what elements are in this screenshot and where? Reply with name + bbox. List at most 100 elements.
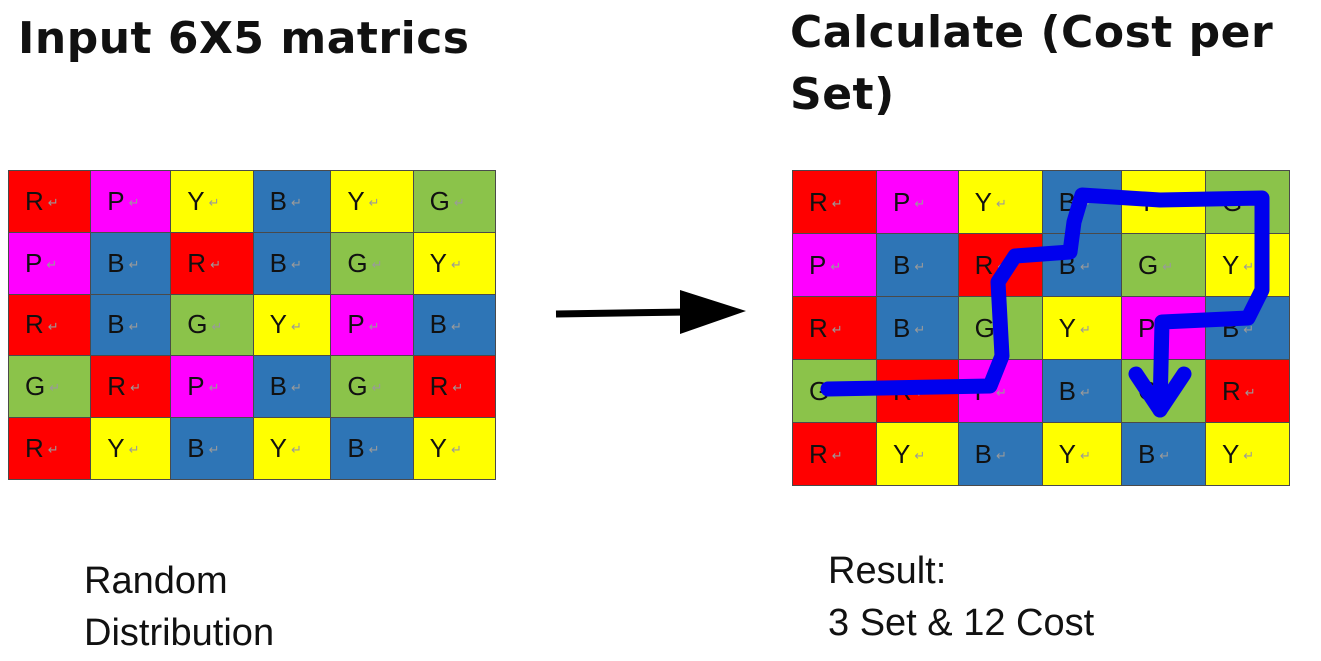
cell-color-letter: R	[187, 247, 207, 278]
cell-color-letter: B	[974, 438, 992, 469]
return-mark-icon: ↵	[452, 380, 464, 396]
cell-color-letter: Y	[429, 247, 447, 278]
return-mark-icon: ↵	[1079, 384, 1091, 400]
cell-color-letter: R	[809, 312, 828, 343]
return-mark-icon: ↵	[47, 318, 59, 334]
input-caption-line-2: Distribution	[84, 612, 275, 654]
cell-color-letter: Y	[974, 186, 992, 217]
matrix-cell: B ↵	[90, 231, 172, 295]
return-mark-icon: ↵	[49, 380, 61, 396]
matrix-cell: B ↵	[90, 293, 172, 357]
return-mark-icon: ↵	[1079, 321, 1091, 337]
return-mark-icon: ↵	[290, 380, 302, 396]
matrix-cell: R ↵	[792, 170, 877, 234]
matrix-cell: G ↵	[330, 231, 414, 295]
matrix-cell: P ↵	[330, 293, 414, 357]
cell-color-letter: Y	[269, 433, 287, 464]
return-mark-icon: ↵	[831, 321, 843, 337]
cell-color-letter: G	[347, 247, 368, 278]
matrix-cell: Y ↵	[252, 417, 332, 480]
matrix-cell: G ↵	[7, 355, 92, 419]
return-mark-icon: ↵	[290, 195, 302, 211]
transform-arrow	[555, 290, 746, 334]
result-caption: Result: 3 Set & 12 Cost	[828, 545, 1248, 649]
input-matrix-grid: R ↵ P ↵ Y ↵ B ↵ Y ↵ G ↵ P ↵ B ↵ R ↵ B ↵ G ↵ Y ↵ R ↵ B ↵ G ↵ Y ↵ P ↵ B ↵ G ↵ R ↵…	[7, 170, 497, 480]
cell-color-letter: B	[892, 249, 911, 280]
matrix-cell: Y ↵	[1204, 233, 1291, 297]
cell-color-letter: G	[347, 371, 368, 402]
cell-color-letter: B	[269, 371, 287, 402]
return-mark-icon: ↵	[368, 195, 380, 211]
matrix-cell: B ↵	[875, 233, 959, 297]
cell-color-letter: B	[429, 309, 447, 340]
cell-color-letter: Y	[1221, 438, 1240, 469]
return-mark-icon: ↵	[831, 447, 843, 463]
matrix-row: R ↵ P ↵ Y ↵ B ↵ Y ↵ G ↵	[7, 170, 497, 233]
cell-color-letter: B	[1058, 375, 1076, 406]
matrix-cell: P ↵	[792, 233, 877, 297]
cell-color-letter: P	[892, 186, 911, 217]
arrow-head	[680, 290, 746, 334]
return-mark-icon: ↵	[830, 258, 842, 274]
matrix-cell: B ↵	[412, 293, 497, 357]
return-mark-icon: ↵	[210, 256, 221, 272]
matrix-cell: B ↵	[330, 417, 414, 480]
cell-color-letter: Y	[1058, 312, 1076, 343]
cell-color-letter: R	[974, 249, 994, 280]
return-mark-icon: ↵	[290, 256, 302, 272]
cell-color-letter: Y	[1058, 438, 1076, 469]
return-mark-icon: ↵	[208, 442, 220, 458]
cell-color-letter: B	[107, 247, 125, 278]
return-mark-icon: ↵	[46, 256, 58, 272]
matrix-cell: B ↵	[1041, 359, 1122, 423]
return-mark-icon: ↵	[368, 442, 380, 458]
matrix-cell: G ↵	[412, 170, 497, 233]
cell-color-letter: G	[187, 309, 208, 340]
matrix-cell: R ↵	[7, 417, 92, 480]
cell-color-letter: B	[892, 312, 911, 343]
cell-color-letter: P	[809, 249, 827, 280]
matrix-cell: B ↵	[170, 417, 254, 480]
matrix-cell: Y ↵	[330, 170, 414, 233]
matrix-cell: R ↵	[1204, 359, 1291, 423]
blue-path-arrowhead	[1128, 366, 1192, 418]
matrix-cell: B ↵	[957, 422, 1043, 486]
return-mark-icon: ↵	[371, 380, 383, 396]
matrix-cell: Y ↵	[412, 231, 497, 295]
return-mark-icon: ↵	[831, 195, 843, 211]
return-mark-icon: ↵	[1243, 321, 1255, 337]
return-mark-icon: ↵	[914, 195, 926, 211]
return-mark-icon: ↵	[914, 321, 926, 337]
return-mark-icon: ↵	[128, 442, 140, 458]
return-mark-icon: ↵	[208, 195, 220, 211]
cell-color-letter: P	[25, 247, 43, 278]
cell-color-letter: B	[107, 309, 125, 340]
cell-color-letter: Y	[187, 185, 205, 216]
cell-color-letter: B	[187, 433, 205, 464]
input-caption-line-1: Random	[84, 560, 228, 602]
input-matrix-title: Input 6X5 matrics	[18, 13, 470, 64]
return-mark-icon: ↵	[995, 447, 1007, 463]
matrix-cell: R ↵	[412, 355, 497, 419]
return-mark-icon: ↵	[914, 447, 926, 463]
return-mark-icon: ↵	[995, 195, 1007, 211]
matrix-row: G ↵ R ↵ P ↵ B ↵ G ↵ R ↵	[7, 355, 497, 419]
return-mark-icon: ↵	[450, 442, 462, 458]
matrix-row: R ↵ P ↵ Y ↵ B ↵ Y ↵ G ↵	[792, 170, 1291, 234]
matrix-cell: R ↵	[7, 293, 92, 357]
matrix-cell: G ↵	[330, 355, 414, 419]
matrix-row: R ↵ Y ↵ B ↵ Y ↵ B ↵ Y ↵	[7, 417, 497, 480]
matrix-cell: G ↵	[1120, 233, 1206, 297]
cell-color-letter: P	[187, 371, 205, 402]
return-mark-icon: ↵	[128, 256, 140, 272]
set-path-annotation	[820, 187, 1270, 418]
cell-color-letter: G	[1137, 249, 1159, 280]
cell-color-letter: P	[107, 185, 125, 216]
cell-color-letter: R	[25, 433, 44, 464]
cell-color-letter: Y	[429, 433, 447, 464]
matrix-row: P ↵ B ↵ R ↵ B ↵ G ↵ Y ↵	[7, 231, 497, 295]
cell-color-letter: Y	[1221, 249, 1240, 280]
cell-color-letter: Y	[269, 309, 287, 340]
return-mark-icon: ↵	[130, 380, 141, 396]
